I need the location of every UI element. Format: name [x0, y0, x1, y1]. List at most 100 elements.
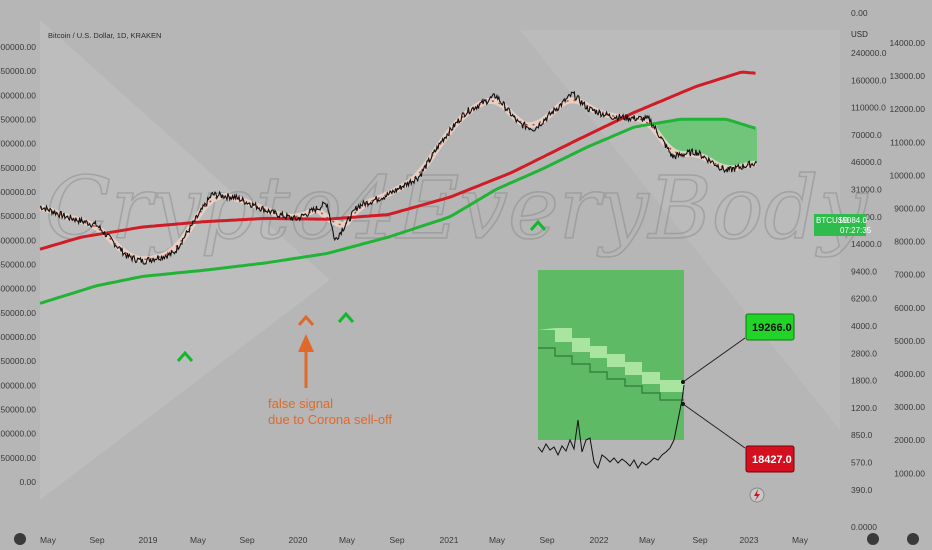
right-axis-tick: 2000.00 — [894, 435, 925, 445]
x-axis-tick: Sep — [389, 535, 404, 545]
right-axis-tick: 7000.00 — [894, 270, 925, 280]
ma-gap-fill — [119, 119, 758, 281]
inset-band — [538, 328, 684, 392]
currency-label: USD — [851, 30, 868, 39]
right-axis-tick: 12000.00 — [890, 104, 926, 114]
left-axis-tick: 150000.00 — [0, 405, 36, 415]
log-axis-tick: 240000.0 — [851, 48, 887, 58]
log-axis-tick: 390.0 — [851, 485, 873, 495]
right-axis-tick: 1000.00 — [894, 468, 925, 478]
inset-zoom-panel — [537, 270, 746, 502]
log-axis-tick: 570.0 — [851, 458, 873, 468]
x-axis-tick: 2019 — [139, 535, 158, 545]
right-axis-tick: 10000.00 — [890, 170, 926, 180]
buy-signal-arrow — [337, 311, 355, 323]
x-axis-tick: May — [339, 535, 356, 545]
log-axis-tick: 1200.0 — [851, 403, 877, 413]
left-axis-tick: 450000.00 — [0, 260, 36, 270]
inset-price — [537, 384, 685, 470]
left-axis-tick: 800000.00 — [0, 90, 36, 100]
watermark: Crypto4EveryBody — [45, 159, 869, 259]
price-tag-price: 19084.0 — [838, 216, 867, 225]
x-axis-tick: 2021 — [440, 535, 459, 545]
log-axis-tick: 110000.0 — [851, 103, 886, 113]
lightning-icon[interactable] — [749, 487, 765, 503]
left-axis-tick: 600000.00 — [0, 187, 36, 197]
log-axis-tick: 6200.0 — [851, 294, 877, 304]
left-axis-tick: 650000.00 — [0, 163, 36, 173]
x-axis-tick: Sep — [692, 535, 707, 545]
time-axis[interactable]: May Sep 2019 May Sep 2020 May Sep 2021 May Sep 2022… — [40, 535, 809, 545]
price-tag-symbol: BTCUSD — [816, 216, 849, 225]
right-axis-tick: 3000.00 — [894, 402, 925, 412]
left-axis-tick: 0.00 — [19, 477, 36, 487]
x-axis-tick: Sep — [89, 535, 104, 545]
log-axis-tick: 0.00 — [851, 8, 868, 18]
x-axis-tick: 2022 — [590, 535, 609, 545]
log-axis-tick: 14000.0 — [851, 239, 882, 249]
left-axis-tick: 250000.00 — [0, 356, 36, 366]
lower-callout — [745, 445, 795, 473]
false-signal-text: false signal — [268, 396, 333, 411]
left-axis-tick: 550000.00 — [0, 211, 36, 221]
left-axis-tick: 200000.00 — [0, 380, 36, 390]
x-axis-tick: May — [489, 535, 506, 545]
right-axis-tick: 5000.00 — [894, 336, 925, 346]
scroll-handle-mid[interactable] — [867, 533, 879, 545]
price-line — [39, 90, 758, 265]
inset-upper-line — [538, 347, 684, 401]
x-axis-tick: May — [40, 535, 57, 545]
upper-callout-value: 19266.0 — [752, 322, 792, 334]
log-axis-tick: 70000.0 — [851, 130, 882, 140]
left-axis-tick: 100000.00 — [0, 429, 36, 439]
lower-callout-value: 18427.0 — [752, 454, 792, 466]
log-axis-tick: 1800.0 — [851, 376, 877, 386]
log-axis-tick: 160000.0 — [851, 75, 887, 85]
buy-signal-arrow — [176, 350, 194, 362]
right-price-axis[interactable]: 14000.00 13000.00 12000.00 11000.00 10000.00… — [890, 38, 926, 478]
log-axis-tick: 21000.0 — [851, 212, 882, 222]
log-axis-tick: 46000.0 — [851, 157, 882, 167]
x-axis-tick: May — [639, 535, 656, 545]
right-axis-tick: 13000.00 — [890, 71, 926, 81]
scroll-handle-right[interactable] — [907, 533, 919, 545]
left-axis-tick: 350000.00 — [0, 308, 36, 318]
left-axis-tick: 850000.00 — [0, 66, 36, 76]
log-price-axis[interactable]: 0.00 240000.0 160000.0 110000.0 70000.0 46000… — [851, 8, 887, 532]
buy-signal-arrow — [529, 219, 547, 231]
left-axis-tick: 50000.00 — [1, 453, 37, 463]
right-axis-tick: 9000.00 — [894, 204, 925, 214]
log-axis-tick: 9400.0 — [851, 266, 877, 276]
x-axis-tick: May — [792, 535, 809, 545]
red-moving-average — [39, 70, 756, 251]
log-axis-tick: 2800.0 — [851, 348, 877, 358]
log-axis-tick: 0.0000 — [851, 522, 877, 532]
upper-callout — [745, 313, 795, 341]
x-axis-tick: Sep — [539, 535, 554, 545]
left-price-axis[interactable]: 900000.00 850000.00 800000.00 750000.00 7000… — [0, 42, 36, 487]
x-axis-tick: 2020 — [289, 535, 308, 545]
left-axis-tick: 500000.00 — [0, 235, 36, 245]
bg-shape-left — [40, 20, 330, 500]
right-axis-tick: 8000.00 — [894, 237, 925, 247]
log-axis-tick: 31000.0 — [851, 185, 882, 195]
green-moving-average — [39, 117, 756, 305]
current-price-tag[interactable]: BTCUSD 19084.0 07:27:35 — [814, 214, 872, 236]
left-axis-tick: 300000.00 — [0, 332, 36, 342]
price-tag-countdown: 07:27:35 — [840, 226, 872, 235]
log-axis-tick: 4000.0 — [851, 321, 877, 331]
right-axis-tick: 6000.00 — [894, 303, 925, 313]
annotation-pointer-head — [298, 334, 314, 352]
scroll-handle-left[interactable] — [14, 533, 26, 545]
right-axis-tick: 11000.00 — [890, 137, 925, 147]
x-axis-tick: Sep — [239, 535, 254, 545]
log-axis-tick: 850.0 — [851, 430, 873, 440]
left-axis-tick: 400000.00 — [0, 284, 36, 294]
right-axis-tick: 4000.00 — [894, 369, 925, 379]
left-axis-tick: 900000.00 — [0, 42, 36, 52]
false-signal-text-2: due to Corona sell-off — [268, 412, 392, 427]
right-axis-tick: 14000.00 — [890, 38, 926, 48]
left-axis-tick: 700000.00 — [0, 139, 36, 149]
false-signal-arrow — [297, 314, 315, 326]
